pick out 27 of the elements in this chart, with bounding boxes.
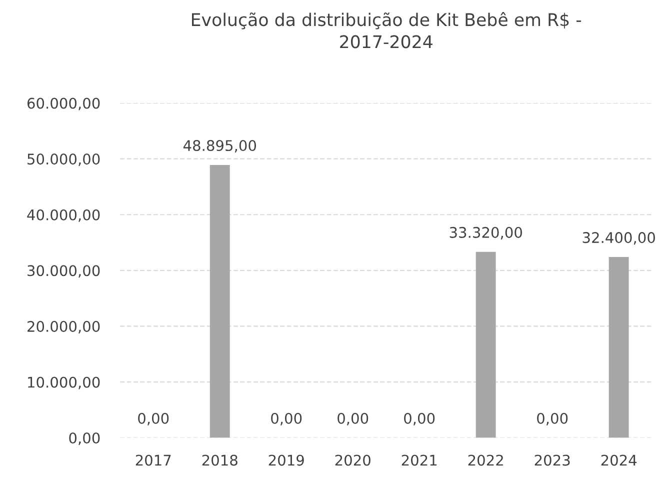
y-tick-label: 10.000,00 bbox=[28, 376, 100, 390]
y-tick-label: 40.000,00 bbox=[27, 209, 100, 222]
data-label: 0,00 bbox=[537, 412, 568, 426]
data-label: 33.320,00 bbox=[450, 226, 522, 240]
x-tick-label: 2022 bbox=[468, 454, 503, 466]
data-label: 0,00 bbox=[271, 412, 302, 426]
y-tick-label: 60.000,00 bbox=[27, 98, 100, 110]
y-tick-label: 20.000,00 bbox=[28, 320, 100, 334]
data-label: 0,00 bbox=[404, 412, 435, 426]
y-tick-label: 0,00 bbox=[69, 432, 100, 446]
x-tick-label: 2024 bbox=[601, 454, 637, 466]
bar bbox=[210, 164, 230, 438]
x-tick-label: 2020 bbox=[335, 454, 370, 466]
bar bbox=[608, 257, 629, 438]
y-tick-label: 50.000,00 bbox=[28, 154, 100, 166]
x-tick-label: 2019 bbox=[268, 454, 304, 466]
chart-title: Evolução da distribuição de Kit Bebê em R$ - 2017-2024 bbox=[192, 12, 582, 48]
bar bbox=[476, 252, 496, 438]
data-label: 0,00 bbox=[138, 412, 169, 426]
data-label: 0,00 bbox=[338, 412, 368, 426]
data-label: 32.400,00 bbox=[582, 232, 655, 245]
x-tick-label: 2018 bbox=[202, 454, 238, 466]
x-tick-label: 2017 bbox=[136, 454, 171, 466]
x-tick-label: 2023 bbox=[534, 454, 570, 466]
x-tick-label: 2021 bbox=[402, 454, 437, 466]
y-tick-label: 30.000,00 bbox=[28, 265, 100, 278]
data-label: 48.895,00 bbox=[183, 140, 256, 153]
